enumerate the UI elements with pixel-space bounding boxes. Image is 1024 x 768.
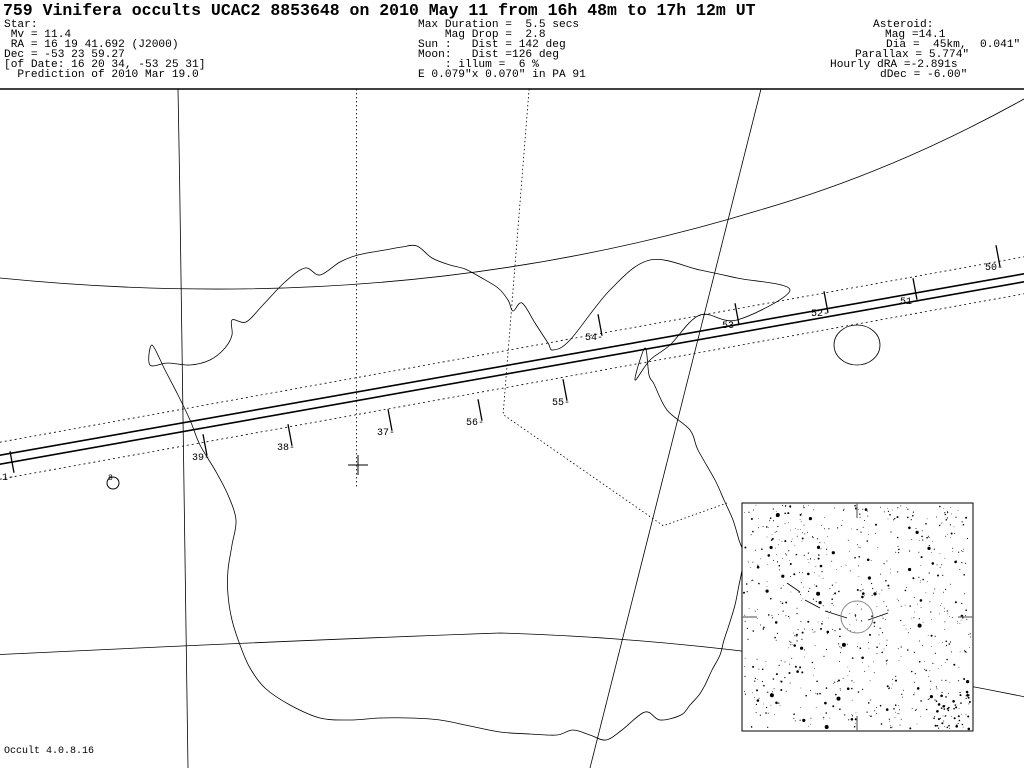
svg-text:53-: 53-: [722, 321, 740, 332]
svg-text:52-: 52-: [811, 309, 829, 320]
svg-text:55-: 55-: [552, 398, 570, 409]
svg-text:1-: 1-: [2, 473, 14, 484]
svg-text:50-: 50-: [985, 263, 1003, 274]
svg-text:39-: 39-: [192, 453, 210, 464]
svg-text:51-: 51-: [900, 297, 918, 308]
svg-text:8: 8: [108, 474, 113, 483]
svg-text:37-: 37-: [377, 428, 395, 439]
svg-text:56-: 56-: [466, 418, 484, 429]
svg-text:38-: 38-: [277, 443, 295, 454]
svg-text:54-: 54-: [585, 333, 603, 344]
